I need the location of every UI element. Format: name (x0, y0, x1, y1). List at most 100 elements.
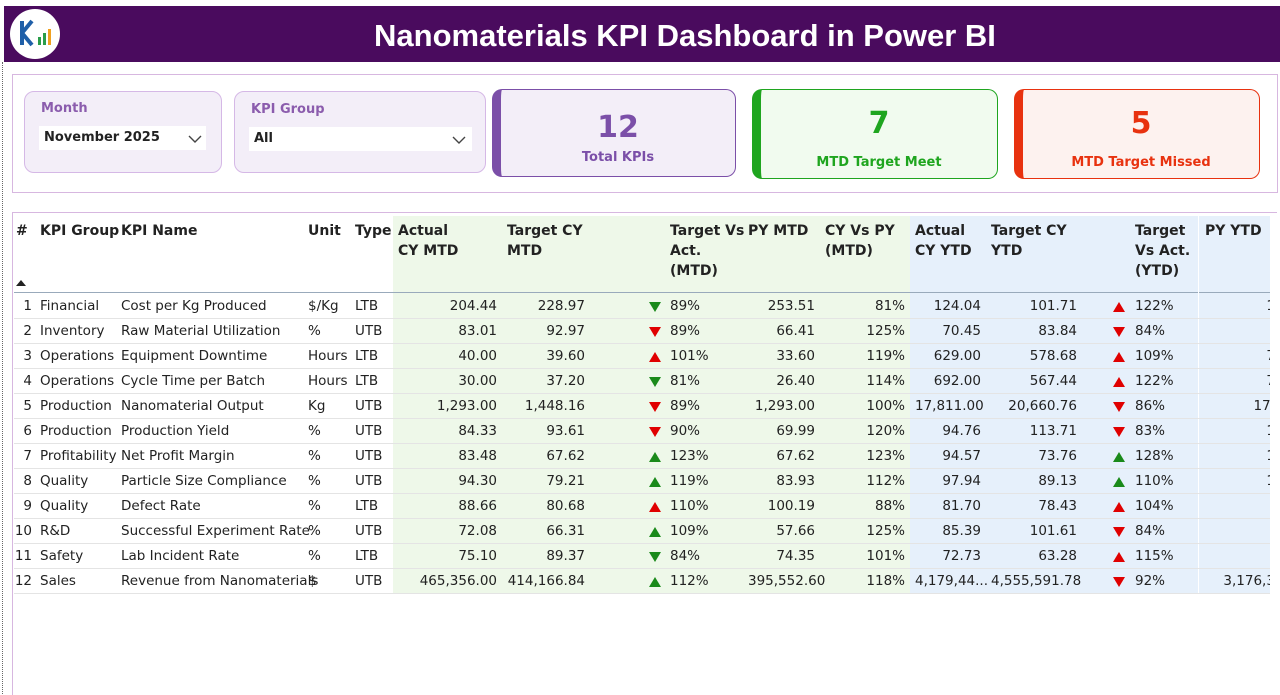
status-arrow (1113, 427, 1125, 437)
status-arrow (649, 502, 661, 512)
table-cell: Financial (40, 298, 100, 314)
table-cell: 122% (1135, 373, 1174, 389)
table-cell: 6 (23, 423, 32, 439)
table-cell: 1,293.00 (436, 398, 497, 414)
table-cell: 83.01 (458, 323, 497, 339)
filter-label: Month (41, 101, 88, 116)
column-header: PY YTD (1205, 223, 1262, 239)
column-header: CY Vs PY (MTD) (825, 223, 895, 259)
table-cell: 115% (1135, 548, 1174, 564)
table-cell: 54.2 (1205, 319, 1270, 344)
table-cell: Hours (308, 348, 348, 364)
filter-label: KPI Group (251, 102, 325, 117)
table-cell: Inventory (40, 323, 105, 339)
table-cell: 104.9 (1205, 444, 1270, 469)
table-cell: Net Profit Margin (121, 448, 235, 464)
column-header: PY MTD (748, 223, 809, 239)
table-cell: 89.13 (1038, 473, 1077, 489)
kpi-group-filter[interactable]: KPI Group All (234, 91, 486, 173)
table-cell: 692.00 (933, 373, 981, 389)
table-cell: LTB (355, 373, 379, 389)
table-cell: 85.39 (942, 523, 981, 539)
status-arrow (649, 402, 661, 412)
table-cell: 92% (1135, 573, 1166, 589)
table-cell: Cycle Time per Batch (121, 373, 266, 389)
filter-value: November 2025 (44, 130, 160, 145)
table-cell: % (308, 523, 321, 539)
table-cell: 1,293.00 (754, 398, 815, 414)
table-cell: 66.31 (546, 523, 585, 539)
table-cell: Revenue from Nanomaterials (121, 573, 319, 589)
table-cell: 92.97 (546, 323, 585, 339)
table-cell: Quality (40, 473, 89, 489)
table-cell: Hours (308, 373, 348, 389)
column-header: KPI Name (121, 223, 198, 239)
table-cell: 567.44 (1029, 373, 1077, 389)
table-cell: 89% (670, 298, 701, 314)
table-cell: 253.51 (767, 298, 815, 314)
month-filter[interactable]: Month November 2025 (24, 91, 222, 173)
table-cell: 10 (14, 523, 32, 539)
table-cell: 4 (23, 373, 32, 389)
column-header: KPI Group (40, 223, 120, 239)
status-arrow (1113, 577, 1125, 587)
table-cell: 123% (670, 448, 709, 464)
table-cell: 4,179,44... (915, 573, 988, 589)
table-cell: 120% (866, 423, 905, 439)
table-cell: 100% (866, 398, 905, 414)
table-cell: 89% (670, 323, 701, 339)
row-divider (14, 468, 1270, 469)
status-arrow (649, 452, 661, 462)
table-cell: 66.41 (776, 323, 815, 339)
table-cell: 101.61 (1029, 523, 1077, 539)
table-cell: R&D (40, 523, 71, 539)
table-cell: Quality (40, 498, 89, 514)
kpi-card: 5 MTD Target Missed (1014, 89, 1260, 179)
filter-dropdown[interactable]: All (249, 127, 472, 151)
table-cell: 101% (670, 348, 709, 364)
table-cell: 119% (866, 348, 905, 364)
table-cell: 79.21 (546, 473, 585, 489)
filter-dropdown[interactable]: November 2025 (39, 126, 206, 150)
table-cell: 90% (670, 423, 701, 439)
table-cell: 83% (1135, 423, 1166, 439)
table-cell: UTB (355, 423, 383, 439)
table-cell: % (308, 473, 321, 489)
table-cell: UTB (355, 398, 383, 414)
table-cell: 73.76 (1038, 448, 1077, 464)
status-arrow (1113, 352, 1125, 362)
table-cell: 40.00 (458, 348, 497, 364)
table-cell: 75.10 (458, 548, 497, 564)
table-cell: 67.62 (546, 448, 585, 464)
header-bar (4, 6, 1280, 62)
table-cell: Defect Rate (121, 498, 201, 514)
table-cell: Safety (40, 548, 84, 564)
table-cell: 72.08 (458, 523, 497, 539)
filter-panel (12, 74, 1278, 193)
status-arrow (649, 527, 661, 537)
row-divider (14, 543, 1270, 544)
table-cell: 11 (14, 548, 32, 564)
table-cell: % (308, 323, 321, 339)
row-divider (14, 593, 1270, 594)
table-cell: 112% (866, 473, 905, 489)
table-cell: 109% (1135, 348, 1174, 364)
dropdown-chevron (188, 135, 202, 143)
table-cell: Kg (308, 398, 326, 414)
table-cell: 83.93 (776, 473, 815, 489)
ytd-band (910, 216, 1270, 594)
table-cell: 414,166.84 (507, 573, 585, 589)
table-cell: 101% (866, 548, 905, 564)
status-arrow (1113, 327, 1125, 337)
status-arrow (649, 427, 661, 437)
table-cell: $ (308, 573, 317, 589)
table-cell: 81.9 (1205, 494, 1270, 519)
page-border (2, 62, 3, 694)
table-cell: Equipment Downtime (121, 348, 268, 364)
table-cell: Production (40, 398, 112, 414)
table-cell: 122% (1135, 298, 1174, 314)
status-arrow (649, 552, 661, 562)
logo (10, 9, 60, 59)
table-cell: 30.00 (458, 373, 497, 389)
